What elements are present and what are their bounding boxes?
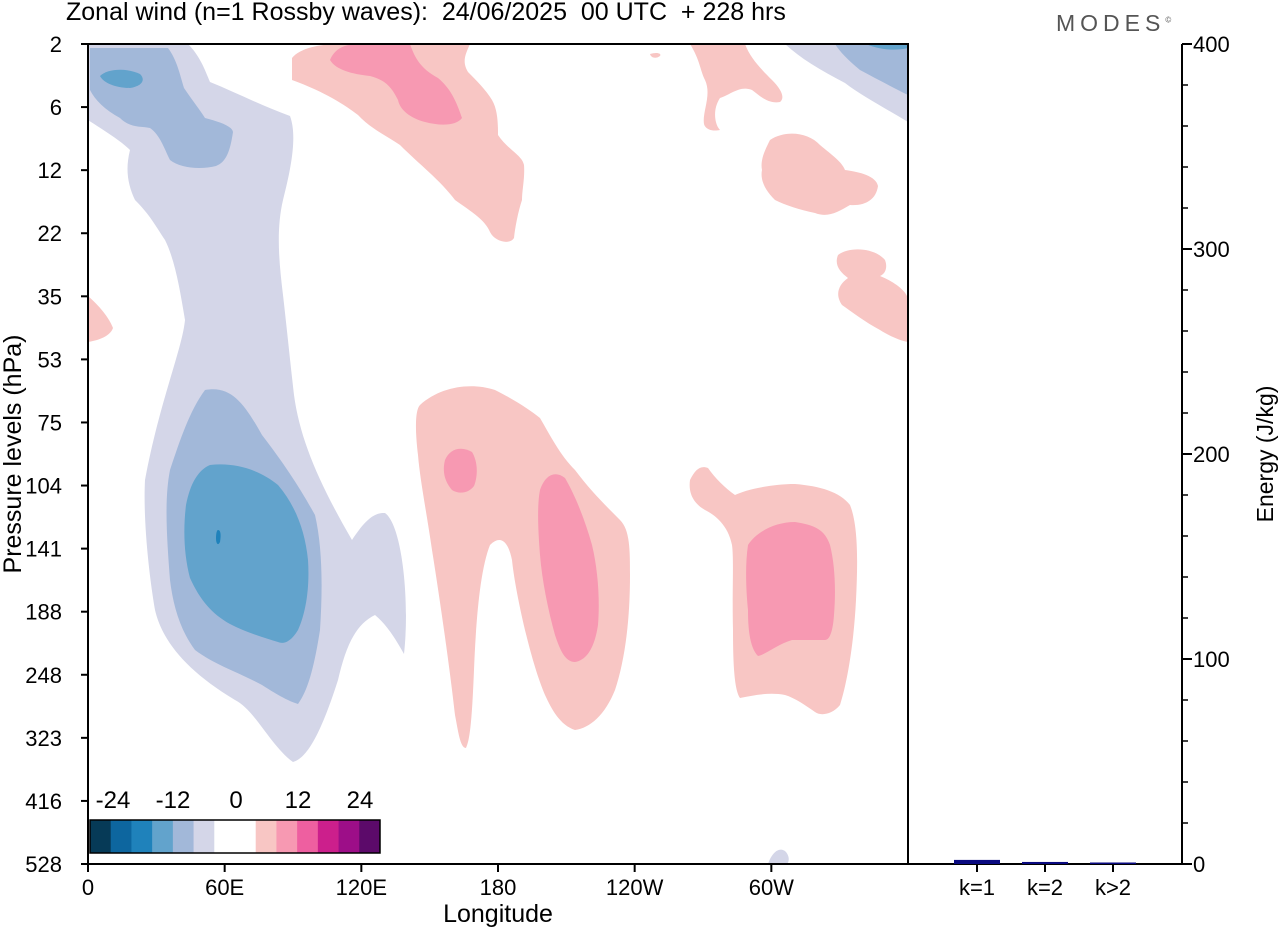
- energy-tick-label: 0: [1193, 852, 1205, 877]
- chart-title: Zonal wind (n=1 Rossby waves): 24/06/202…: [66, 0, 786, 26]
- y-axis-ticks: 2 6 12 22 35 53 75 104 141 188 248 323 416 528: [25, 32, 88, 877]
- colorbar-swatch: [338, 820, 360, 853]
- contour-pos1-rightmid: [836, 249, 908, 342]
- x-tick-label: 180: [480, 875, 517, 900]
- y-tick-label: 416: [25, 789, 62, 814]
- colorbar: -24 -12 0 12 24: [89, 787, 381, 854]
- energy-tick-label: 300: [1193, 237, 1230, 262]
- energy-bars: k=1 k=2 k>2: [954, 859, 1136, 900]
- colorbar-label: 12: [285, 787, 312, 814]
- contour-neg3-top: [100, 69, 143, 88]
- colorbar-swatch: [214, 820, 236, 853]
- contour-field: [88, 44, 908, 864]
- y-tick-label: 141: [25, 537, 62, 562]
- contour-pos1-topright: [690, 44, 783, 131]
- x-axis-title: Longitude: [443, 900, 553, 928]
- x-tick-label: 60W: [749, 875, 794, 900]
- contour-neg2-topright: [835, 44, 908, 95]
- colorbar-label: -24: [96, 787, 131, 814]
- y-tick-label: 188: [25, 600, 62, 625]
- y-tick-label: 35: [38, 284, 62, 309]
- y-tick-label: 53: [38, 347, 62, 372]
- colorbar-swatch: [235, 820, 257, 853]
- colorbar-frame: [89, 819, 381, 854]
- x-tick-label: 120W: [606, 875, 664, 900]
- energy-tick-label: 400: [1193, 32, 1230, 57]
- y-tick-label: 528: [25, 852, 62, 877]
- contour-pos1-leftedge: [88, 296, 113, 342]
- colorbar-label: 24: [347, 787, 374, 814]
- contour-pos1-center: [415, 386, 630, 748]
- colorbar-swatch: [317, 820, 340, 853]
- brand-logo: MODES©: [1056, 10, 1171, 37]
- energy-category-label: k=1: [959, 875, 995, 900]
- energy-category-label: k=2: [1027, 875, 1063, 900]
- energy-category-label: k>2: [1095, 875, 1131, 900]
- energy-bar: [1022, 861, 1068, 864]
- energy-tick-label: 200: [1193, 442, 1230, 467]
- contour-neg1-main: [88, 44, 406, 762]
- x-tick-label: 60E: [205, 875, 244, 900]
- contour-pos2-top: [330, 44, 462, 125]
- contour-pos1-dot: [650, 52, 661, 58]
- colorbar-swatch: [131, 820, 153, 853]
- y-tick-label: 12: [38, 158, 62, 183]
- contour-pos1-topmid: [292, 44, 525, 242]
- contour-pos2-right: [746, 522, 835, 656]
- x-tick-label: 120E: [336, 875, 387, 900]
- energy-tick-label: 100: [1193, 647, 1230, 672]
- contour-neg3-topright: [866, 44, 908, 50]
- colorbar-swatch: [193, 820, 215, 853]
- energy-bar: [954, 859, 1000, 864]
- contour-pos1-rightupper: [761, 133, 878, 215]
- contour-neg3-main: [184, 464, 309, 643]
- colorbar-swatch: [110, 820, 132, 853]
- x-tick-label: 0: [82, 875, 94, 900]
- y-tick-label: 2: [50, 32, 62, 57]
- colorbar-label: 0: [229, 787, 242, 814]
- contour-neg4-spot: [216, 530, 221, 545]
- colorbar-swatch: [255, 820, 277, 853]
- y-tick-label: 22: [38, 221, 62, 246]
- y-tick-label: 104: [25, 474, 62, 499]
- energy-axis-ticks: 0 100 200 300 400: [1182, 32, 1230, 877]
- colorbar-swatch: [297, 820, 319, 853]
- colorbar-swatch: [90, 820, 112, 853]
- contour-neg1-bottom: [768, 849, 789, 864]
- energy-bar: [1090, 862, 1136, 864]
- y-tick-label: 75: [38, 410, 62, 435]
- x-axis-ticks: 0 60E 120E 180 120W 60W: [82, 864, 794, 900]
- contour-pos2-center: [538, 474, 599, 662]
- brand-name: MODES: [1056, 10, 1166, 36]
- y-tick-label: 248: [25, 663, 62, 688]
- contour-pos2-blob: [443, 448, 477, 493]
- brand-mark: ©: [1165, 15, 1172, 25]
- colorbar-swatch: [276, 820, 298, 853]
- y-tick-label: 6: [50, 95, 62, 120]
- colorbar-swatch: [172, 820, 195, 853]
- colorbar-swatch: [152, 820, 174, 853]
- y-tick-label: 323: [25, 726, 62, 751]
- energy-axis-title: Energy (J/kg): [1252, 386, 1278, 523]
- colorbar-label: -12: [156, 787, 191, 814]
- colorbar-swatch: [359, 820, 381, 853]
- y-axis-title: Pressure levels (hPa): [0, 335, 27, 574]
